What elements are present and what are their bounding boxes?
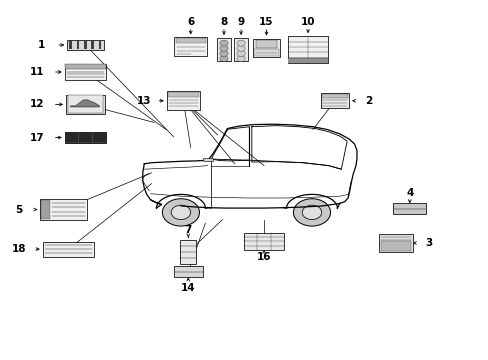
Bar [64, 132, 106, 143]
Text: 17: 17 [29, 132, 44, 143]
Bar [234, 38, 247, 61]
Bar [320, 93, 348, 108]
Bar [77, 41, 79, 49]
Bar [80, 134, 91, 141]
Circle shape [302, 205, 321, 220]
Bar [64, 64, 106, 80]
Circle shape [171, 205, 190, 220]
Bar [255, 40, 277, 49]
Circle shape [237, 55, 244, 62]
Bar [40, 199, 87, 220]
Text: 11: 11 [29, 67, 44, 77]
Bar [180, 240, 196, 264]
Text: 15: 15 [259, 17, 273, 27]
Text: 8: 8 [220, 17, 227, 27]
Bar [66, 94, 105, 114]
Circle shape [162, 199, 199, 226]
Text: 7: 7 [184, 225, 192, 235]
Bar [166, 91, 200, 110]
Bar [203, 158, 212, 161]
Bar [93, 134, 105, 141]
Bar [392, 203, 426, 214]
Text: 4: 4 [405, 188, 413, 198]
Bar [67, 40, 103, 50]
Text: 12: 12 [29, 99, 44, 109]
Bar [217, 38, 230, 61]
Circle shape [237, 45, 244, 51]
Bar [175, 38, 205, 44]
Text: 14: 14 [181, 283, 195, 293]
Text: 16: 16 [256, 252, 271, 262]
Text: 6: 6 [187, 17, 194, 27]
Text: 2: 2 [365, 96, 372, 106]
Text: 10: 10 [300, 17, 315, 27]
Bar [287, 58, 327, 63]
Text: 3: 3 [425, 238, 432, 248]
Bar [287, 36, 327, 63]
Bar [41, 200, 50, 219]
Bar [65, 134, 78, 141]
Bar [68, 95, 103, 113]
Circle shape [220, 45, 227, 51]
Bar [43, 242, 94, 257]
Bar [321, 94, 347, 98]
Circle shape [220, 55, 227, 62]
Text: 1: 1 [38, 40, 45, 50]
Text: 13: 13 [137, 96, 151, 106]
Bar [253, 39, 280, 57]
Bar [99, 41, 101, 49]
Circle shape [293, 199, 330, 226]
Circle shape [237, 50, 244, 57]
Bar [173, 266, 203, 277]
Bar [69, 41, 72, 49]
Bar [379, 234, 412, 252]
Bar [244, 233, 284, 250]
Bar [380, 242, 410, 251]
Text: 9: 9 [237, 17, 244, 27]
Bar [168, 92, 198, 97]
Text: 18: 18 [11, 244, 26, 254]
Bar [91, 41, 94, 49]
Circle shape [220, 50, 227, 57]
Circle shape [220, 40, 227, 46]
Bar [254, 49, 278, 55]
Bar [174, 37, 207, 56]
Bar [84, 41, 86, 49]
Polygon shape [71, 100, 99, 107]
Text: 5: 5 [15, 204, 22, 215]
Bar [64, 64, 106, 69]
Circle shape [237, 40, 244, 46]
